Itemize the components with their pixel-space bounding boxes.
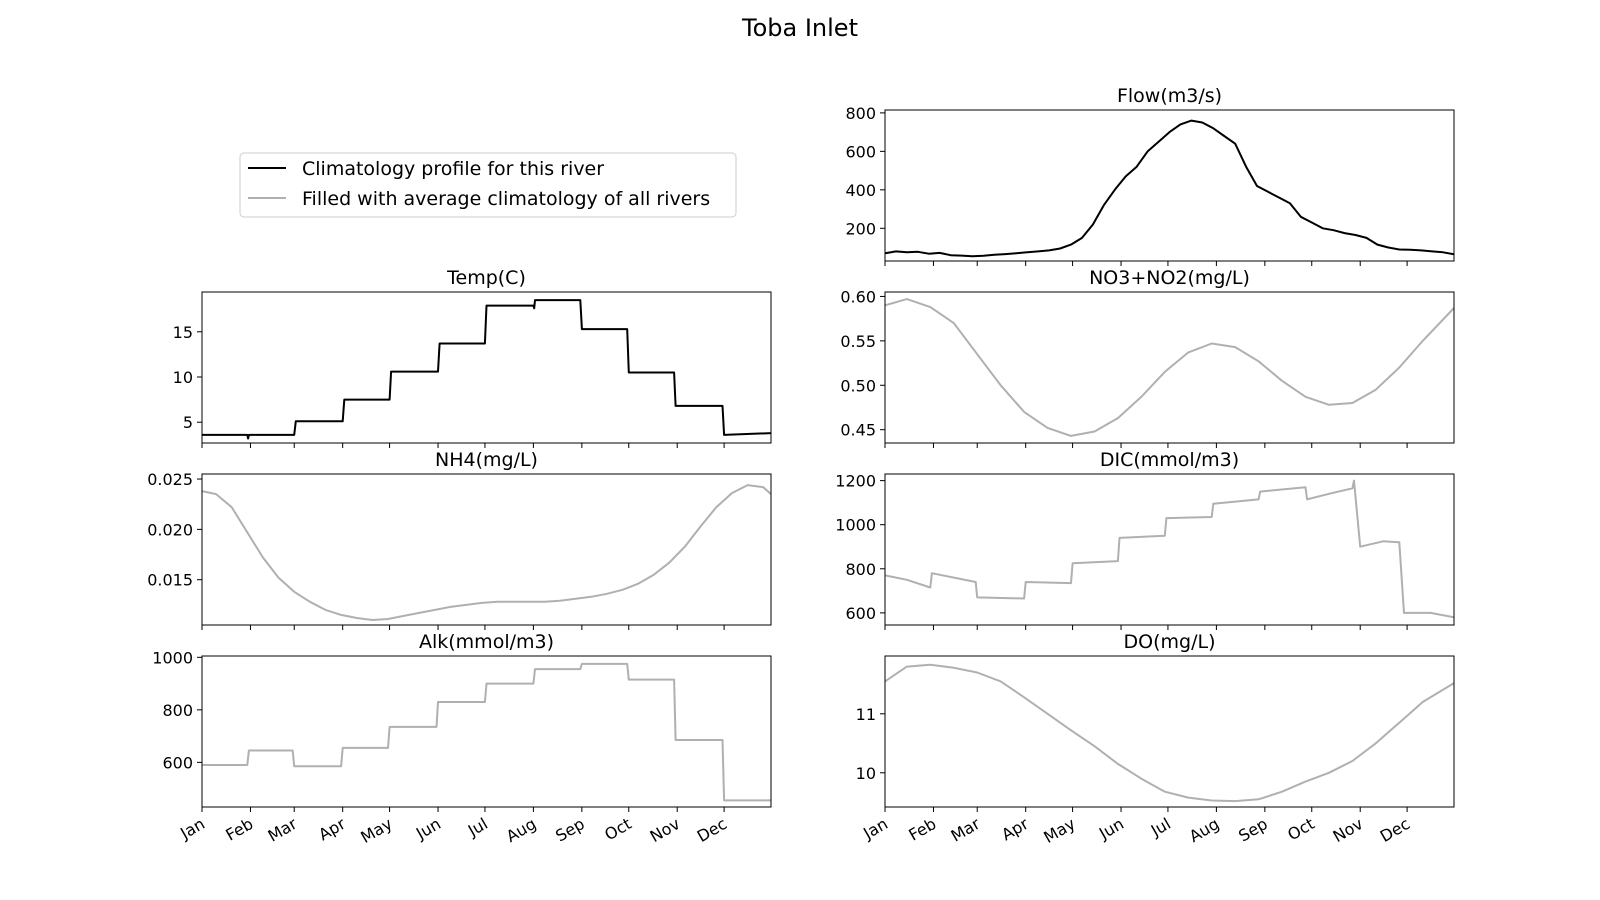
xtick-label-sep: Sep [552,814,588,846]
xtick-label-aug: Aug [503,814,540,846]
subplot-alk-mmol-m3: Alk(mmol/m3) 600 800 1000 Jan Feb Mar Apr May Jun… [152,631,772,847]
xtick-label-may: May [357,814,395,847]
xtick-label-sep: Sep [1235,814,1271,846]
series-line-nh4-mg-l [202,484,771,621]
axes-frame-no3-no2-mg-l [884,291,1455,444]
ytick-label-flow-m3-s: 200 [845,219,876,238]
xtick-label-jul: Jul [1147,814,1174,841]
subplot-title-no3-no2-mg-l: NO3+NO2(mg/L) [1089,267,1250,289]
xtick-label-nov: Nov [1330,814,1367,846]
ytick-label-flow-m3-s: 600 [845,142,876,161]
ytick-label-no3-no2-mg-l: 0.45 [840,421,876,440]
ytick-label-do-mg-l: 10 [856,764,876,783]
subplot-grid: Flow(m3/s) 200 400 600 800 Temp(C) 5 10 15 NO3+NO… [147,85,1455,847]
xtick-label-mar: Mar [265,814,301,846]
axes-frame-temp-c [201,291,772,444]
axes-frame-nh4-mg-l [201,473,772,626]
subplot-title-nh4-mg-l: NH4(mg/L) [435,449,538,471]
figure-title: Toba Inlet [741,14,858,42]
ytick-label-alk-mmol-m3: 600 [162,753,193,772]
ytick-label-no3-no2-mg-l: 0.55 [840,332,876,351]
subplot-title-alk-mmol-m3: Alk(mmol/m3) [419,631,554,653]
series-line-no3-no2-mg-l [885,298,1454,437]
subplot-dic-mmol-m3: DIC(mmol/m3) 600 800 1000 1200 [835,449,1455,630]
ytick-label-dic-mmol-m3: 1000 [835,516,876,535]
subplot-title-do-mg-l: DO(mg/L) [1124,631,1216,653]
xtick-label-nov: Nov [647,814,684,846]
legend: Climatology profile for this river Fille… [239,152,737,218]
subplot-nh4-mg-l: NH4(mg/L) 0.015 0.020 0.025 [147,449,772,630]
xtick-label-jun: Jun [412,814,444,843]
xtick-label-may: May [1040,814,1078,847]
xtick-label-jan: Jan [176,814,208,843]
xtick-label-feb: Feb [222,814,256,845]
legend-frame [239,152,737,218]
ytick-label-temp-c: 10 [173,368,193,387]
xtick-label-aug: Aug [1186,814,1223,846]
xtick-label-dec: Dec [1377,814,1413,846]
xtick-label-dec: Dec [694,814,730,846]
subplot-title-temp-c: Temp(C) [446,267,526,289]
subplot-flow-m3-s: Flow(m3/s) 200 400 600 800 [845,85,1455,266]
series-line-dic-mmol-m3 [885,479,1454,619]
axes-frame-flow-m3-s [884,109,1455,262]
series-line-do-mg-l [885,663,1454,803]
series-line-temp-c [202,299,771,440]
ytick-label-alk-mmol-m3: 800 [162,701,193,720]
ytick-label-alk-mmol-m3: 1000 [152,648,193,667]
subplot-do-mg-l: DO(mg/L) 10 11 Jan Feb Mar Apr May Jun Jul Aug Sep O… [856,631,1455,847]
xtick-label-jul: Jul [464,814,491,841]
ytick-label-dic-mmol-m3: 800 [845,560,876,579]
legend-label-climatology: Climatology profile for this river [302,158,604,180]
series-line-alk-mmol-m3 [202,662,771,802]
ytick-label-dic-mmol-m3: 600 [845,604,876,623]
ytick-label-nh4-mg-l: 0.025 [147,470,193,489]
ytick-label-dic-mmol-m3: 1200 [835,472,876,491]
xtick-label-jan: Jan [859,814,891,843]
subplot-title-dic-mmol-m3: DIC(mmol/m3) [1100,449,1239,471]
xtick-label-jun: Jun [1095,814,1127,843]
ytick-label-no3-no2-mg-l: 0.50 [840,376,876,395]
ytick-label-nh4-mg-l: 0.020 [147,520,193,539]
xtick-label-apr: Apr [315,814,349,845]
ytick-label-nh4-mg-l: 0.015 [147,571,193,590]
ytick-label-no3-no2-mg-l: 0.60 [840,287,876,306]
xtick-label-oct: Oct [1284,814,1317,844]
xtick-label-feb: Feb [905,814,939,845]
xtick-label-apr: Apr [998,814,1032,845]
ytick-label-flow-m3-s: 400 [845,181,876,200]
ytick-label-temp-c: 15 [173,323,193,342]
xtick-label-oct: Oct [601,814,634,844]
subplot-no3-no2-mg-l: NO3+NO2(mg/L) 0.45 0.50 0.55 0.60 [840,267,1455,448]
axes-frame-alk-mmol-m3 [201,655,772,808]
series-line-flow-m3-s [885,119,1454,258]
xtick-label-mar: Mar [948,814,984,846]
ytick-label-temp-c: 5 [183,413,193,432]
axes-frame-do-mg-l [884,655,1455,808]
subplot-temp-c: Temp(C) 5 10 15 [173,267,772,448]
ytick-label-do-mg-l: 11 [856,705,876,724]
ytick-label-flow-m3-s: 800 [845,104,876,123]
legend-label-average: Filled with average climatology of all r… [302,188,710,210]
subplot-title-flow-m3-s: Flow(m3/s) [1117,85,1222,107]
axes-frame-dic-mmol-m3 [884,473,1455,626]
